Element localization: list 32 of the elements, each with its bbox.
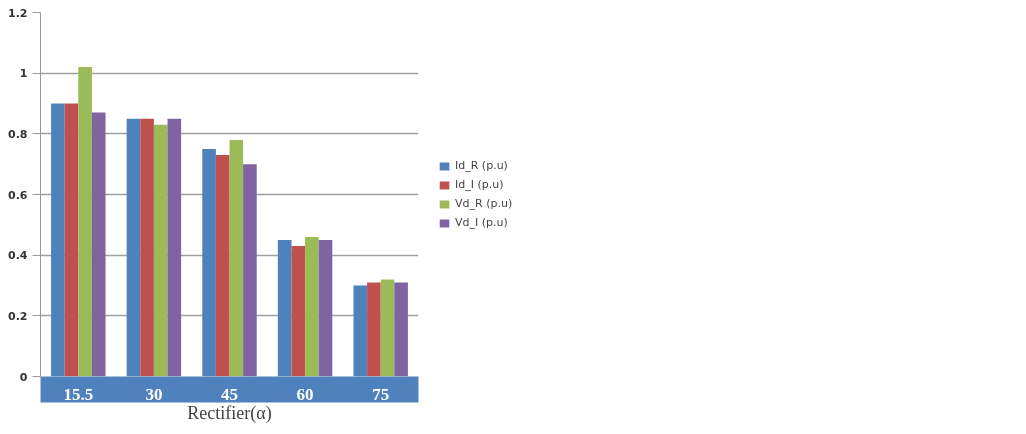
bar: [367, 282, 381, 377]
y-tick-label: 1.2: [8, 6, 28, 20]
bar: [229, 139, 244, 377]
y-tick-label: 0.2: [8, 309, 28, 323]
y-tick-label: 1: [19, 67, 28, 81]
y-tick-label: 0.6: [8, 188, 28, 202]
y-tick-label: 0: [19, 370, 28, 384]
bar: [318, 240, 333, 377]
legend-label: Vd_I (p.u): [455, 216, 508, 229]
x-tick-label: 75: [372, 384, 390, 404]
x-tick-label: 15.5: [63, 384, 94, 404]
bar: [167, 118, 182, 377]
bar: [140, 118, 154, 377]
bar: [380, 279, 395, 377]
bar: [153, 124, 168, 377]
bar: [305, 236, 319, 377]
x-tick-label: 60: [296, 384, 314, 404]
legend-label: Vd_R (p.u): [455, 197, 513, 210]
x-axis-title: Rectifier(α): [187, 402, 272, 424]
bar: [215, 155, 230, 377]
bar: [78, 67, 92, 377]
bar: [394, 282, 408, 377]
legend-label: Id_R (p.u): [455, 159, 508, 172]
x-tick-label: 45: [221, 384, 238, 404]
bar: [91, 112, 106, 377]
legend-label: Id_I (p.u): [455, 178, 504, 191]
x-tick-label: 30: [145, 384, 163, 404]
bar: [243, 164, 257, 377]
y-tick-label: 0.8: [8, 127, 28, 141]
bar: [64, 103, 79, 377]
y-tick-label: 0.4: [8, 249, 28, 263]
bar: [291, 246, 306, 377]
